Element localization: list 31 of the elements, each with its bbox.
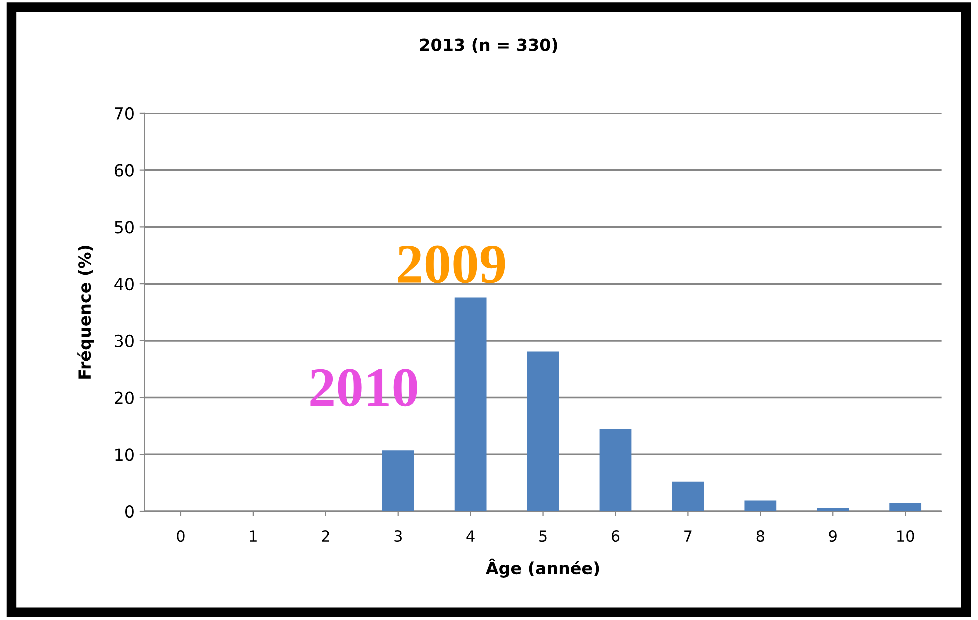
x-tick-label: 10	[898, 530, 914, 542]
x-tick-label: 8	[756, 530, 764, 542]
bar	[382, 450, 414, 512]
y-tick-label: 60	[114, 164, 134, 177]
x-axis-title: Âge (année)	[486, 558, 600, 578]
bar	[890, 502, 922, 512]
y-tick-label: 40	[114, 278, 134, 291]
x-tick-label: 2	[322, 530, 330, 542]
x-tick-label: 5	[540, 530, 547, 542]
y-tick-label: 0	[126, 505, 134, 518]
y-tick-label: 70	[115, 107, 134, 120]
bar	[454, 298, 487, 512]
x-tick-label: 7	[684, 530, 692, 542]
y-tick-label: 10	[116, 448, 134, 462]
bar	[600, 429, 632, 512]
bar	[527, 352, 560, 512]
bar	[744, 500, 777, 512]
y-tick-label: 50	[115, 221, 134, 234]
bar	[817, 508, 850, 512]
x-tick-label: 9	[829, 530, 837, 542]
bar	[672, 482, 704, 512]
x-tick-label: 0	[177, 530, 185, 542]
x-tick-label: 1	[250, 530, 257, 542]
y-tick-label: 30	[115, 334, 134, 348]
chart-title: 2013 (n = 330)	[420, 38, 558, 54]
y-axis-title: Fréquence (%)	[78, 246, 94, 379]
x-tick-label: 6	[612, 530, 620, 542]
x-tick-label: 3	[394, 530, 402, 542]
x-tick-label: 4	[466, 530, 475, 542]
y-tick-label: 20	[115, 392, 134, 404]
annotation: 2009	[398, 246, 506, 284]
